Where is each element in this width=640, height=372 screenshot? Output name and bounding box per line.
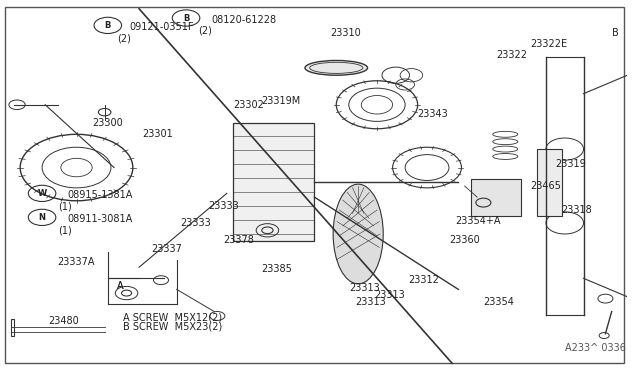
Text: A: A [117, 281, 124, 291]
Text: N: N [38, 213, 45, 222]
Text: B: B [183, 13, 189, 22]
Text: 23301: 23301 [142, 129, 173, 139]
Text: 23337A: 23337A [58, 257, 95, 267]
Text: 23378: 23378 [223, 234, 255, 244]
Text: 23318: 23318 [562, 205, 593, 215]
Text: 23333: 23333 [208, 201, 239, 211]
Text: 08120-61228: 08120-61228 [211, 15, 276, 25]
Text: A: A [117, 281, 124, 291]
Bar [471, 179, 521, 215]
Text: (1): (1) [58, 225, 72, 235]
Text: A233^ 0336: A233^ 0336 [564, 343, 626, 353]
Text: 23322: 23322 [496, 50, 527, 60]
Text: B: B [612, 28, 618, 38]
Text: 09121-0351F: 09121-0351F [130, 22, 194, 32]
Text: 23465: 23465 [531, 181, 561, 191]
Bar [233, 123, 314, 241]
Text: 23319M: 23319M [261, 96, 300, 106]
Ellipse shape [305, 61, 367, 75]
Text: 23300: 23300 [92, 118, 123, 128]
Text: A SCREW  M5X12(2): A SCREW M5X12(2) [124, 312, 223, 322]
Text: 23310: 23310 [330, 28, 361, 38]
Text: (2): (2) [117, 33, 131, 43]
Text: 23337: 23337 [152, 244, 182, 254]
Text: 23322E: 23322E [531, 39, 568, 49]
Text: 23302: 23302 [233, 100, 264, 110]
Text: (2): (2) [198, 26, 212, 36]
Text: 23354: 23354 [483, 297, 515, 307]
Text: 23333: 23333 [180, 218, 211, 228]
Text: (1): (1) [58, 201, 72, 211]
Ellipse shape [333, 184, 383, 284]
Text: B: B [104, 21, 111, 30]
Text: 23360: 23360 [449, 234, 480, 244]
Bar [11, 319, 14, 336]
Text: 23343: 23343 [418, 109, 449, 119]
Bar [536, 149, 562, 215]
Text: B SCREW  M5X23(2): B SCREW M5X23(2) [124, 321, 223, 331]
Text: 23354+A: 23354+A [455, 216, 500, 226]
Text: 08911-3081A: 08911-3081A [67, 214, 132, 224]
Text: 23480: 23480 [49, 316, 79, 326]
FancyBboxPatch shape [4, 7, 624, 363]
Text: 23313: 23313 [349, 283, 380, 292]
Text: W: W [38, 189, 47, 198]
Text: 23385: 23385 [261, 264, 292, 274]
Text: 23313: 23313 [374, 290, 404, 300]
Text: 08915-1381A: 08915-1381A [67, 190, 132, 200]
Text: 23319: 23319 [556, 159, 586, 169]
Text: 23313: 23313 [355, 297, 386, 307]
Text: 23312: 23312 [408, 275, 439, 285]
